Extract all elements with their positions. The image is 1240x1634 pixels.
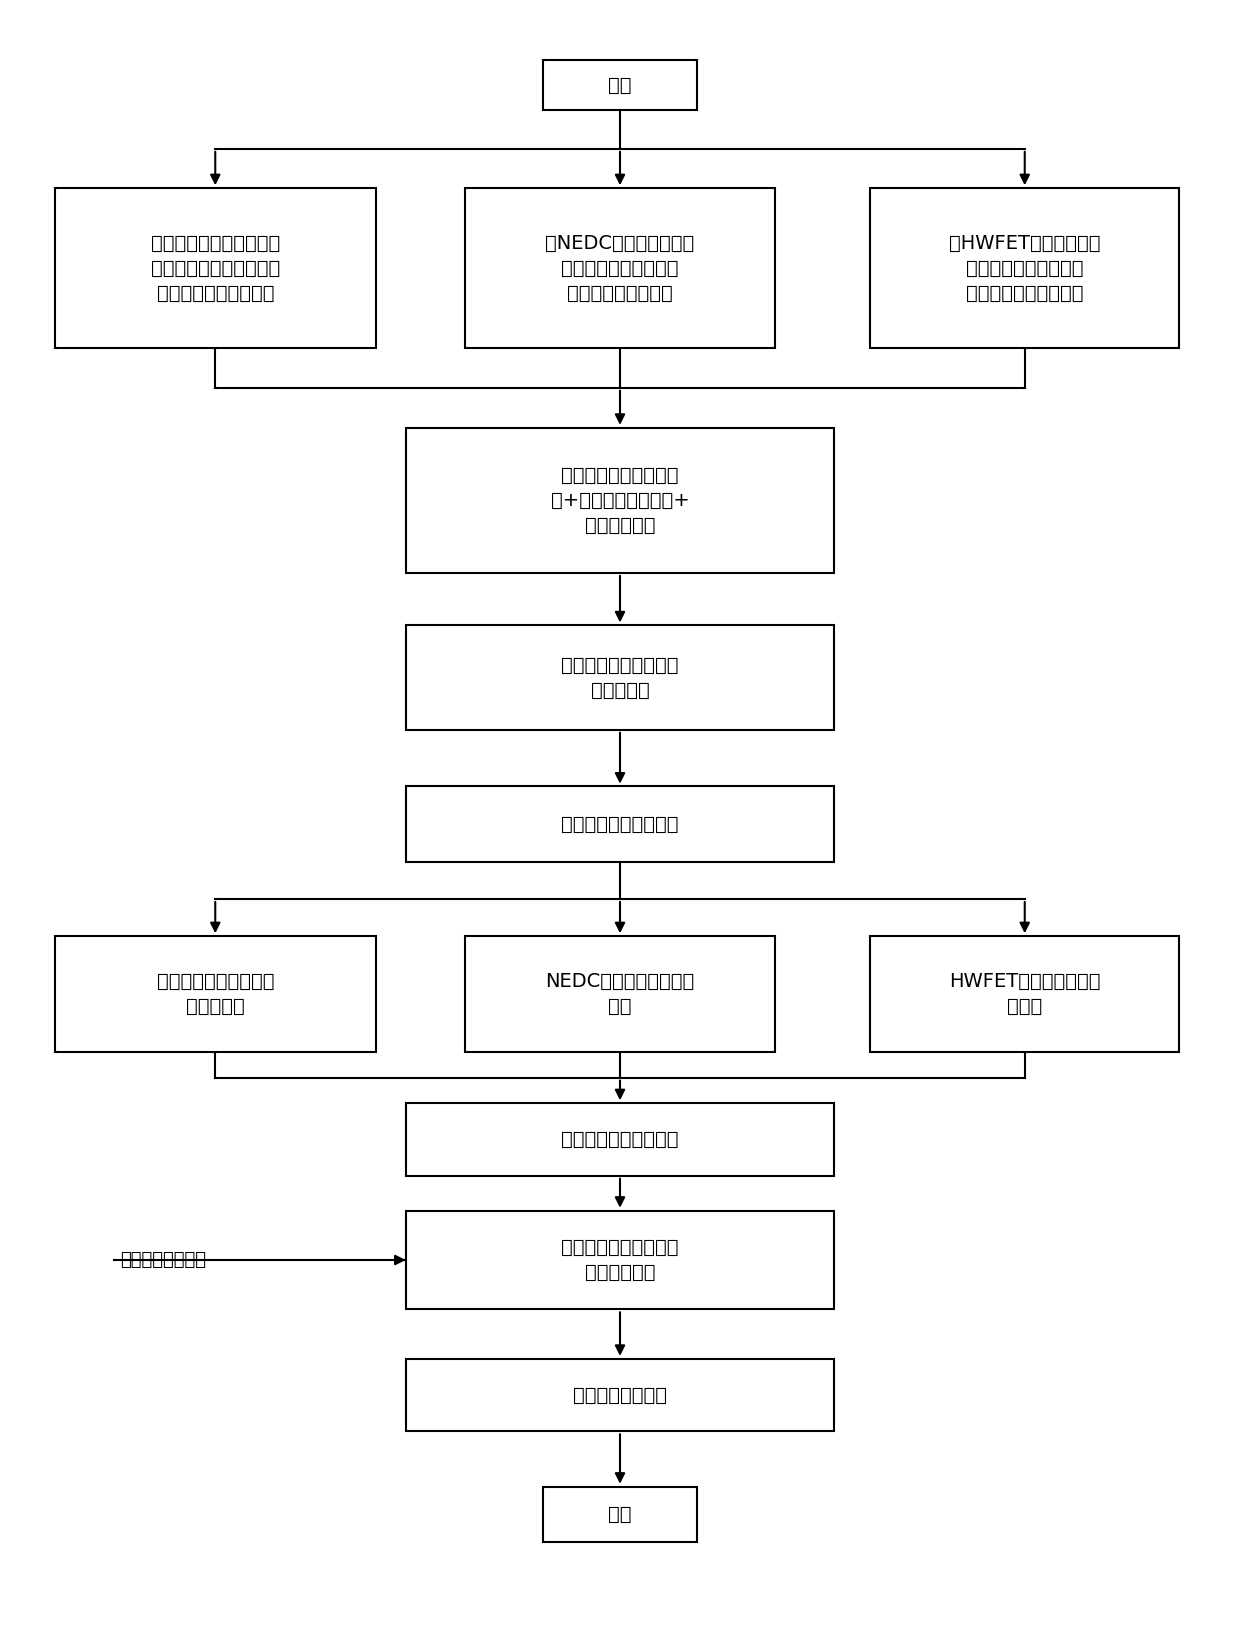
Bar bbox=[543, 60, 697, 109]
Bar bbox=[55, 936, 376, 1052]
Text: 实际行驶工况数据: 实际行驶工况数据 bbox=[120, 1252, 206, 1270]
Text: HWFET工况下的全局优
化结果: HWFET工况下的全局优 化结果 bbox=[949, 972, 1100, 1016]
Text: 电池寿命衰减模式分类: 电池寿命衰减模式分类 bbox=[562, 1131, 678, 1149]
Bar bbox=[405, 1359, 835, 1431]
Bar bbox=[405, 786, 835, 863]
Text: 将NEDC工况划分为不同
阶段，确定每一阶段的
车速和整车需求功率: 将NEDC工况划分为不同 阶段，确定每一阶段的 车速和整车需求功率 bbox=[546, 234, 694, 302]
Text: 中国乘用车工况下的全
局优化结果: 中国乘用车工况下的全 局优化结果 bbox=[156, 972, 274, 1016]
Bar bbox=[55, 188, 376, 348]
Text: 基于神经网络识别电池
寿命衰减模式: 基于神经网络识别电池 寿命衰减模式 bbox=[562, 1239, 678, 1283]
Bar bbox=[405, 1103, 835, 1176]
Text: 将HWFET工况划分为不
同阶段，确定每一阶段
的车速和整车需求功率: 将HWFET工况划分为不 同阶段，确定每一阶段 的车速和整车需求功率 bbox=[949, 234, 1100, 302]
Bar bbox=[870, 936, 1179, 1052]
Bar bbox=[870, 188, 1179, 348]
Bar bbox=[405, 1211, 835, 1309]
Bar bbox=[465, 936, 775, 1052]
Text: 结束: 结束 bbox=[609, 1505, 631, 1523]
Text: 建立多目标最优控制能
量管理问题: 建立多目标最优控制能 量管理问题 bbox=[562, 655, 678, 699]
Bar bbox=[465, 188, 775, 348]
Text: 实车在线实时控制: 实车在线实时控制 bbox=[573, 1386, 667, 1405]
Text: 计算每一阶段的燃油成
本+电池寿命衰减成本+
电量维持成本: 计算每一阶段的燃油成 本+电池寿命衰减成本+ 电量维持成本 bbox=[551, 466, 689, 534]
Bar bbox=[405, 428, 835, 574]
Bar bbox=[405, 626, 835, 730]
Text: NEDC工况下的全局优化
结果: NEDC工况下的全局优化 结果 bbox=[546, 972, 694, 1016]
Text: 开始: 开始 bbox=[609, 75, 631, 95]
Bar bbox=[543, 1487, 697, 1542]
Text: 将中国乘用车工况划分为
不同阶段，确定每一阶段
的车速和整车需求功率: 将中国乘用车工况划分为 不同阶段，确定每一阶段 的车速和整车需求功率 bbox=[150, 234, 280, 302]
Text: 应用动态规划算法求解: 应用动态规划算法求解 bbox=[562, 815, 678, 833]
